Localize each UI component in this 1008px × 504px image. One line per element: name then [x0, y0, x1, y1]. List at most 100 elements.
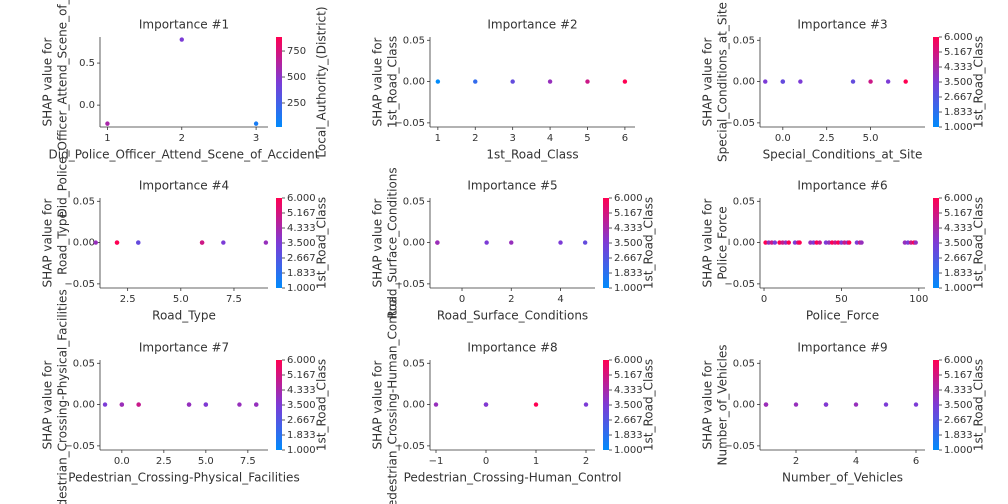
- y-tick-label: 0.05: [73, 358, 95, 369]
- y-axis-label: Pedestrian_Crossing-Human_Control: [386, 296, 400, 504]
- colorbar-tick-label: 1.000: [614, 445, 643, 456]
- colorbar-tick-label: 6.000: [287, 355, 316, 366]
- chart-title: Importance #3: [797, 18, 887, 32]
- point: [859, 240, 864, 245]
- point: [836, 240, 841, 245]
- x-tick-label: 3: [253, 133, 259, 144]
- point: [913, 240, 918, 245]
- x-axis-label: Did_Police_Officer_Attend_Scene_of_Accid…: [49, 148, 320, 162]
- x-axis-label: 1st_Road_Class: [486, 148, 578, 162]
- point: [826, 240, 832, 245]
- colorbar-tick-label: 3.500: [287, 238, 316, 249]
- colorbar-tick-label: 2.667: [287, 253, 316, 264]
- colorbar-label: 1st_Road_Class: [972, 36, 986, 128]
- point: [839, 240, 844, 245]
- point: [763, 240, 768, 245]
- chart-title: Importance #4: [139, 179, 229, 193]
- colorbar-label: 1st_Road_Class: [315, 359, 329, 451]
- colorbar: [276, 198, 282, 288]
- point: [763, 79, 768, 84]
- y-tick-label: 0.00: [73, 238, 95, 249]
- x-tick-label: 2: [793, 456, 799, 467]
- x-tick-label: 5.0: [198, 456, 214, 467]
- y-axis-label: Special_Conditions_at_Site: [716, 2, 730, 162]
- y-tick-label: −0.05: [394, 441, 425, 452]
- point: [808, 240, 813, 245]
- point: [769, 240, 774, 245]
- colorbar-tick-label: 2.667: [287, 415, 316, 426]
- colorbar-tick-label: 250: [287, 98, 306, 109]
- point: [780, 240, 785, 245]
- colorbar-tick-label: 1.833: [944, 268, 973, 279]
- colorbar-tick-label: 1.833: [944, 107, 973, 118]
- colorbar-tick-label: 3.500: [944, 238, 973, 249]
- y-axis-label: SHAP value for: [41, 37, 55, 126]
- x-tick-label: 4: [557, 294, 563, 305]
- y-axis-label: SHAP value for: [41, 198, 55, 287]
- x-tick-label: 4: [853, 456, 859, 467]
- y-tick-label: −0.05: [394, 118, 425, 129]
- point: [114, 240, 120, 245]
- y-tick-label: 0.00: [73, 400, 95, 411]
- point: [509, 240, 514, 245]
- chart-title: Importance #8: [467, 341, 557, 355]
- point: [558, 240, 563, 245]
- colorbar-label: 1st_Road_Class: [972, 197, 986, 289]
- x-tick-label: 3: [509, 133, 515, 144]
- y-tick-label: −0.05: [64, 279, 95, 290]
- y-tick-label: 0.0: [79, 100, 95, 111]
- point: [435, 240, 440, 245]
- point: [885, 79, 891, 84]
- point: [547, 79, 553, 84]
- point: [102, 402, 108, 407]
- colorbar-tick-label: 1.000: [614, 283, 643, 294]
- y-axis-label: SHAP value for: [41, 360, 55, 449]
- point: [786, 240, 791, 245]
- point: [763, 402, 769, 407]
- colorbar: [276, 360, 282, 450]
- chart-title: Importance #6: [797, 179, 887, 193]
- y-axis-label: SHAP value for: [701, 360, 715, 449]
- x-tick-label: 0.0: [114, 456, 130, 467]
- point: [136, 402, 141, 407]
- point: [793, 402, 799, 407]
- point: [811, 240, 816, 245]
- y-tick-label: 0.05: [733, 35, 755, 46]
- x-axis-label: Police_Force: [806, 309, 879, 323]
- x-tick-label: 7.5: [240, 456, 256, 467]
- point: [186, 402, 192, 407]
- x-tick-label: 0.0: [775, 133, 791, 144]
- colorbar-tick-label: 4.333: [287, 223, 316, 234]
- point: [783, 240, 788, 245]
- colorbar-tick-label: 1.833: [614, 430, 643, 441]
- point: [780, 79, 786, 84]
- point: [237, 402, 242, 407]
- x-tick-label: 5.0: [863, 133, 879, 144]
- colorbar-tick-label: 6.000: [287, 193, 316, 204]
- y-tick-label: 0.05: [73, 196, 95, 207]
- point: [777, 240, 782, 245]
- point: [883, 402, 889, 407]
- colorbar: [276, 37, 282, 127]
- colorbar-label: Local_Authority_(District): [315, 6, 329, 157]
- x-axis-label: Number_of_Vehicles: [782, 471, 903, 485]
- x-tick-label: −1: [429, 456, 444, 467]
- point: [766, 240, 771, 245]
- colorbar-tick-label: 3.500: [944, 77, 973, 88]
- point: [136, 240, 141, 245]
- y-tick-label: −0.05: [394, 279, 425, 290]
- x-tick-label: 2.5: [156, 456, 172, 467]
- colorbar-tick-label: 4.333: [944, 385, 973, 396]
- y-tick-label: 0.05: [403, 196, 425, 207]
- point: [850, 79, 856, 84]
- x-axis-label: Pedestrian_Crossing-Human_Control: [404, 471, 622, 485]
- y-tick-label: 0.00: [403, 400, 425, 411]
- point: [908, 240, 914, 245]
- point: [203, 402, 209, 407]
- point: [842, 240, 847, 245]
- colorbar: [603, 198, 609, 288]
- point: [179, 37, 184, 42]
- x-tick-label: 0: [483, 456, 489, 467]
- y-tick-label: −0.05: [64, 441, 95, 452]
